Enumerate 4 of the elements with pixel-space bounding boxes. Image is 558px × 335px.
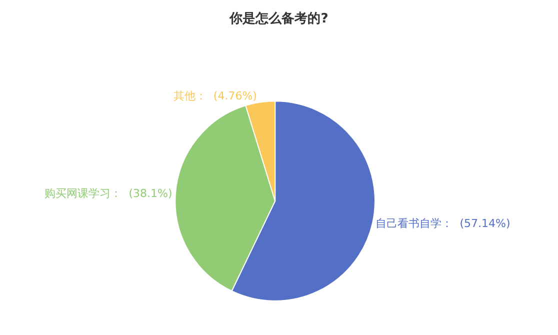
slice-label: 其他： (4.76%): [173, 89, 257, 102]
chart-title: 你是怎么备考的?: [228, 12, 328, 26]
slice-label: 自己看书自学： (57.14%): [376, 217, 510, 230]
slice-label: 购买网课学习： (38.1%): [44, 187, 172, 200]
